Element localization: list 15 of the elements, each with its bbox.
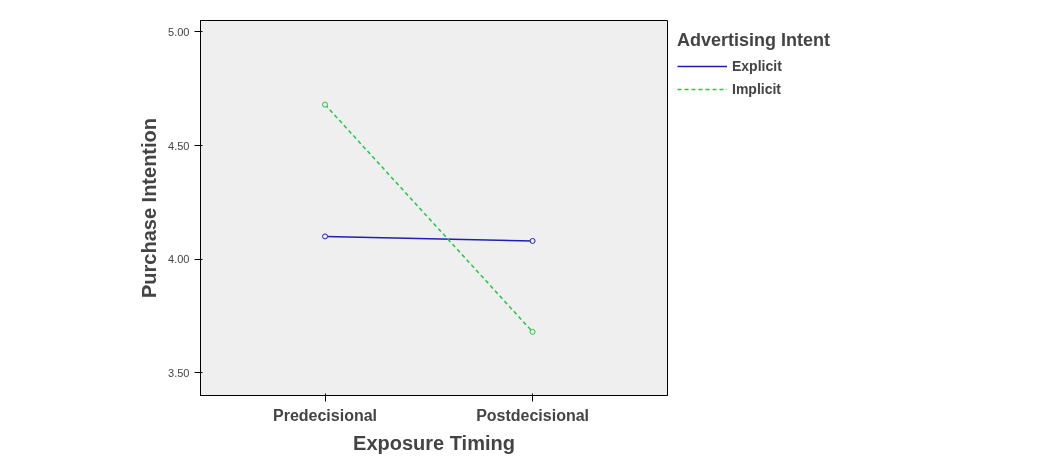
y-tick-label: 5.00: [168, 25, 190, 38]
legend-label: Implicit: [732, 81, 782, 97]
point: [529, 237, 536, 244]
y-axis-title: Purchase Intention: [138, 117, 161, 299]
y-tick-label: 3.50: [168, 366, 190, 379]
point: [529, 328, 536, 335]
y-tick-label: 4.00: [168, 253, 190, 266]
x-tick-label: Postdecisional: [476, 406, 590, 424]
y-tick-label: 4.50: [168, 139, 190, 152]
point: [322, 233, 329, 240]
legend-title: Advertising Intent: [677, 30, 831, 51]
point: [322, 101, 329, 108]
x-tick-label: Predecisional: [273, 406, 378, 424]
legend-label: Explicit: [732, 58, 782, 74]
x-axis-title: Exposure Timing: [353, 431, 515, 454]
